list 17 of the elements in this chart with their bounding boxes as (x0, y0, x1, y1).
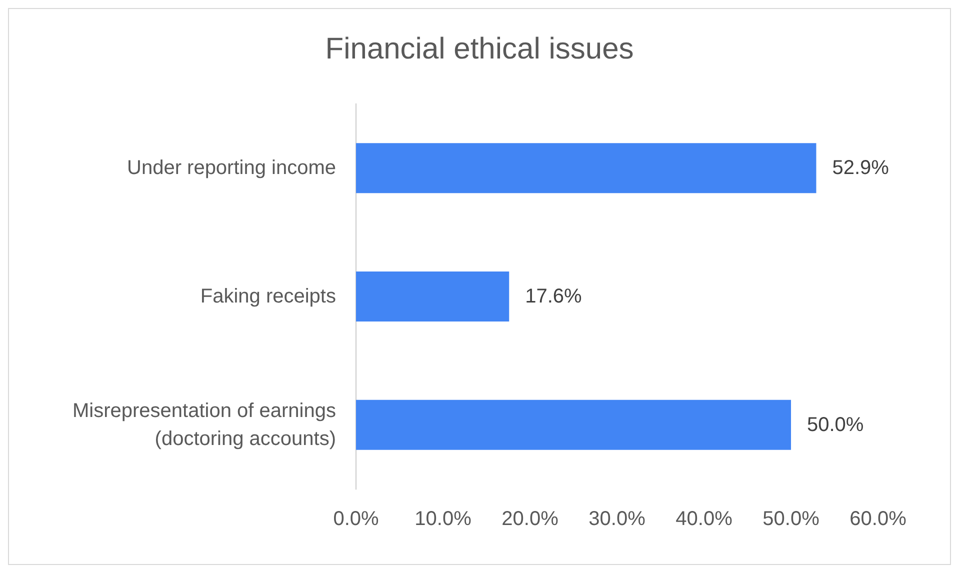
data-label: 50.0% (807, 414, 864, 436)
bar (356, 143, 816, 194)
x-tick-label: 10.0% (414, 508, 472, 530)
data-label: 52.9% (832, 157, 890, 180)
x-tick-label: 0.0% (333, 508, 380, 530)
x-tick-label: 50.0% (762, 508, 820, 530)
data-label: 17.6% (525, 286, 582, 308)
x-tick-label: 20.0% (502, 508, 559, 530)
x-tick-label: 60.0% (850, 508, 907, 530)
chart-title: Financial ethical issues (325, 32, 634, 66)
y-tick-label: Faking receipts (200, 286, 336, 308)
y-tick-label: Under reporting income (127, 157, 336, 180)
x-tick-label: 30.0% (588, 508, 646, 530)
y-tick-label: Misrepresentation of earnings (doctoring accounts) (72, 400, 336, 450)
bar (356, 400, 791, 450)
bar (356, 272, 510, 322)
x-tick-label: 40.0% (676, 508, 733, 530)
